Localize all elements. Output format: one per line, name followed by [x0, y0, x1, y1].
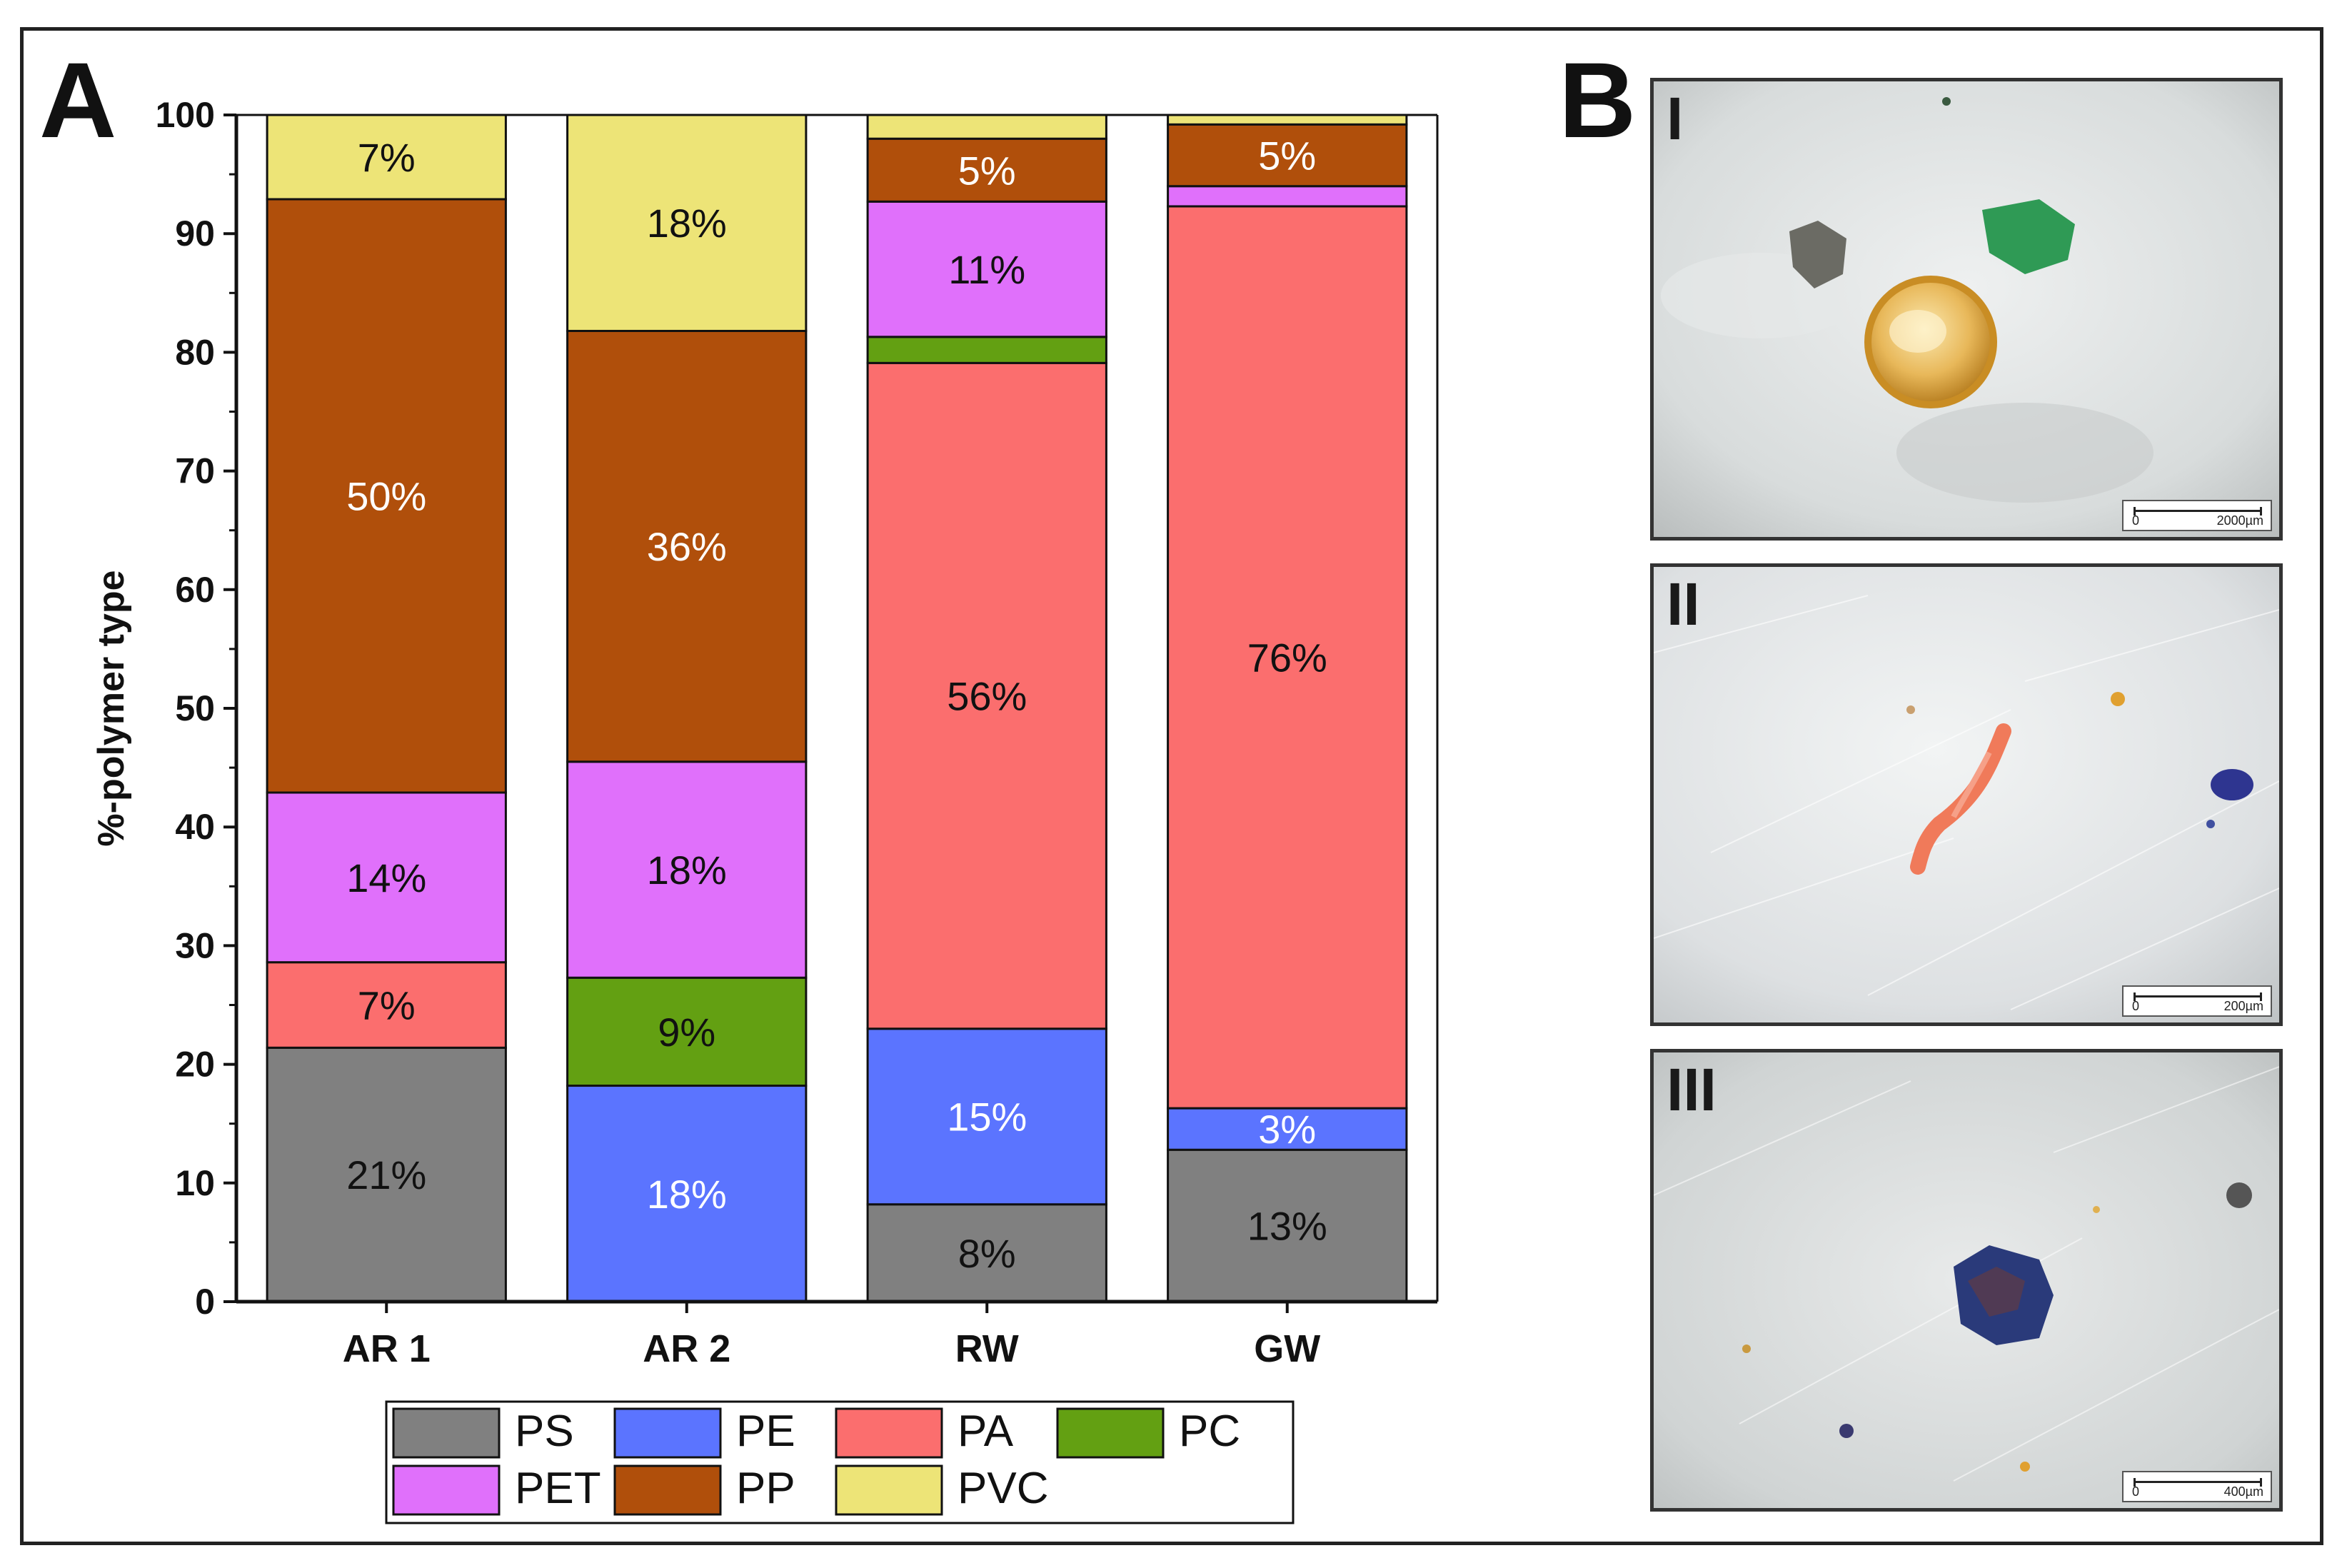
y-tick-label: 60	[175, 570, 215, 610]
y-tick-label: 50	[175, 688, 215, 728]
figure-frame: A B 0 10 20 30 40 50 60 70 80 90 100 %-polymer type…	[20, 27, 2323, 1545]
bar-segment-pa	[266, 961, 507, 1049]
bar-segment-pet	[266, 791, 507, 964]
legend-label-pet: PET	[515, 1464, 601, 1513]
legend-swatch-pc	[1056, 1407, 1165, 1459]
y-tick-label: 100	[156, 95, 215, 135]
x-tick-label: AR 1	[343, 1327, 431, 1370]
y-tick-label: 80	[175, 332, 215, 372]
legend-label-pvc: PVC	[958, 1464, 1048, 1513]
y-tick-label: 0	[195, 1282, 215, 1322]
micrograph-2: II 0 200µm	[1650, 563, 2283, 1026]
bar-data-label: 11%	[948, 247, 1025, 292]
bar-data-label: 76%	[1247, 635, 1327, 680]
stacked-bar-chart: 0 10 20 30 40 50 60 70 80 90 100 %-polymer type 21% 7…	[91, 95, 1439, 1524]
bar-segment-ps	[1167, 1148, 1408, 1303]
micrograph-3-image	[1654, 1052, 2279, 1508]
grey-fragment	[1789, 221, 1846, 288]
bar-data-label: 21%	[346, 1152, 426, 1197]
bar-data-label: 9%	[658, 1010, 715, 1055]
y-axis-label: %-polymer type	[91, 570, 132, 846]
bar-data-label: 3%	[1258, 1107, 1316, 1152]
y-tick-label: 30	[175, 925, 215, 965]
bar-segment-pe	[866, 1027, 1107, 1206]
bar-data-label: 14%	[346, 855, 426, 900]
panel-label-b: B	[1559, 40, 1637, 160]
bar-segment-pvc	[566, 114, 808, 332]
legend-swatch-pe	[613, 1407, 722, 1459]
micrograph-1-label: I	[1667, 85, 1684, 152]
legend-swatch-pvc	[835, 1464, 943, 1516]
bar-segment-pvc	[866, 114, 1107, 140]
red-fiber-particle	[1910, 723, 2011, 875]
bar-data-label: 8%	[958, 1231, 1016, 1276]
bar-data-label: 18%	[647, 848, 727, 893]
legend-label-ps: PS	[515, 1407, 574, 1456]
bar-segment-pvc	[1167, 114, 1408, 126]
legend-swatch-ps	[392, 1407, 501, 1459]
bar-data-label: 56%	[947, 674, 1027, 719]
legend-label-pa: PA	[958, 1407, 1014, 1456]
blue-fragment	[2211, 769, 2253, 800]
bar-data-label: 13%	[1247, 1204, 1327, 1249]
bar-data-label: 5%	[958, 148, 1016, 193]
bar-segment-pc	[566, 976, 808, 1087]
scale-bar-2: 0 200µm	[2122, 985, 2272, 1017]
micrograph-2-image	[1654, 567, 2279, 1022]
x-tick-label: AR 2	[643, 1327, 730, 1370]
y-tick-label: 90	[175, 213, 215, 253]
y-tick-label: 10	[175, 1163, 215, 1203]
scale-bar-1: 0 2000µm	[2122, 500, 2272, 531]
bar-segment-pp	[566, 329, 808, 763]
green-fragment	[1982, 199, 2075, 274]
bar-segment-pp	[266, 198, 507, 794]
bar-segment-pp	[1167, 123, 1408, 188]
bar-data-label: 5%	[1258, 134, 1316, 179]
micrograph-3: III 0 400µm	[1650, 1049, 2283, 1512]
bar-segment-pvc	[266, 114, 507, 201]
bar-data-label: 7%	[358, 135, 416, 180]
scale-bar-3: 0 400µm	[2122, 1471, 2272, 1502]
x-tick-label: GW	[1254, 1327, 1320, 1370]
y-tick-label: 40	[175, 807, 215, 847]
micrograph-1: I 0 2000µm	[1650, 78, 2283, 541]
bar-segment-pe	[566, 1085, 808, 1303]
bar-segment-ps	[866, 1203, 1107, 1303]
micrograph-1-image	[1654, 81, 2279, 537]
legend-label-pe: PE	[736, 1407, 795, 1456]
bar-segment-pet	[1167, 185, 1408, 208]
panel-label-a: A	[39, 40, 117, 160]
bar-data-label: 7%	[358, 983, 416, 1028]
bar-segment-pa	[1167, 205, 1408, 1110]
bar-data-label: 18%	[647, 201, 727, 246]
legend-label-pp: PP	[736, 1464, 795, 1513]
y-tick-label: 20	[175, 1045, 215, 1085]
bar-segment-pc	[866, 336, 1107, 364]
bar-segment-pa	[866, 361, 1107, 1030]
bar-segment-ps	[266, 1046, 507, 1303]
y-tick-label: 70	[175, 451, 215, 491]
bar-data-label: 50%	[346, 474, 426, 519]
bar-data-label: 36%	[647, 524, 727, 569]
micrograph-2-label: II	[1667, 571, 1700, 638]
legend-swatch-pet	[392, 1464, 501, 1516]
bar-data-label: 15%	[947, 1095, 1027, 1140]
bar-segment-pet	[566, 760, 808, 979]
x-tick-label: RW	[955, 1327, 1019, 1370]
micrograph-3-label: III	[1667, 1056, 1717, 1123]
bar-segment-pet	[866, 200, 1107, 338]
legend-label-pc: PC	[1179, 1407, 1240, 1456]
legend-swatch-pp	[613, 1464, 722, 1516]
legend-swatch-pa	[835, 1407, 943, 1459]
bar-data-label: 18%	[647, 1172, 727, 1217]
